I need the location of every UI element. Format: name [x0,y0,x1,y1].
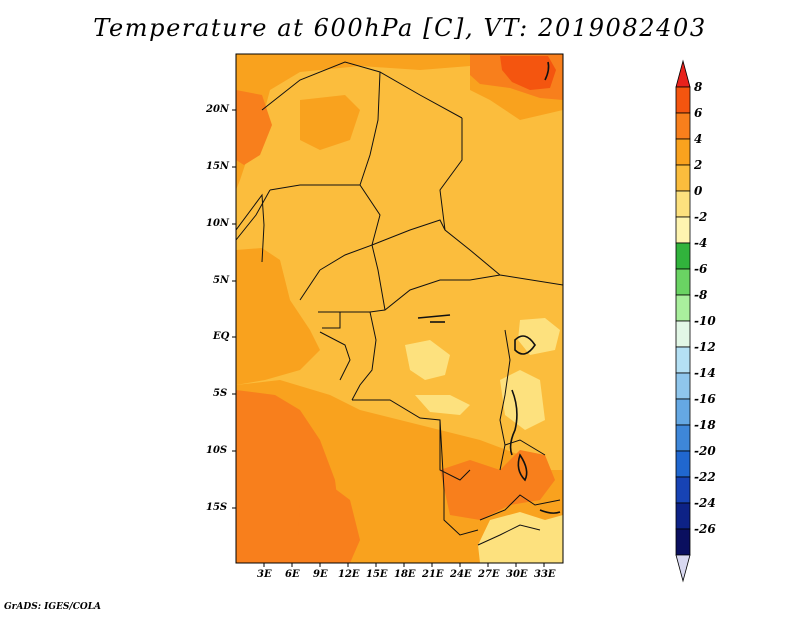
x-axis-ticks [263,563,545,567]
map-plot-area [236,54,563,563]
chart-title: Temperature at 600hPa [C], VT: 201908240… [93,14,707,42]
colorbar-segment [675,346,691,374]
x-tick-label: 9E [313,569,328,580]
fill-2-to-4-north-band [300,95,360,150]
colorbar-segment [675,320,691,348]
x-tick-label: 24E [450,569,472,580]
colorbar [675,59,691,583]
x-tick-label: 18E [394,569,416,580]
colorbar-label: -26 [694,522,716,536]
x-tick-label: 3E [257,569,272,580]
fill-6-to-8-northeast [500,56,556,90]
colorbar-label: 2 [694,158,703,172]
colorbar-label: -8 [694,288,708,302]
colorbar-label: 4 [694,132,703,146]
colorbar-segment [675,268,691,296]
colorbar-bottom-arrow [675,554,691,583]
fill-2-to-4-west [236,248,320,385]
y-tick-label: 5N [213,275,230,286]
colorbar-label: -22 [694,470,716,484]
y-tick-label: 5S [213,388,228,399]
y-tick-label: 10N [206,218,230,229]
colorbar-segment [675,294,691,322]
fill-minus2-to-0-lakes [518,318,560,355]
colorbar-segment [675,216,691,244]
colorbar-segment [675,86,691,114]
colorbar-label: 8 [694,80,703,94]
colorbar-segment [675,476,691,504]
fill-minus2-to-0-south [415,395,470,415]
y-tick-label: 10S [206,445,228,456]
y-tick-label: EQ [213,331,230,342]
colorbar-segment [675,450,691,478]
colorbar-label: 0 [694,184,703,198]
colorbar-top-arrow [675,59,691,88]
colorbar-label: -4 [694,236,708,250]
colorbar-label: -14 [694,366,716,380]
x-tick-label: 6E [285,569,300,580]
x-tick-label: 12E [338,569,360,580]
fill-minus2-to-0-southeast [478,512,563,563]
fill-4-to-6-angola [298,485,360,563]
colorbar-segment [675,242,691,270]
y-tick-label: 15S [206,502,228,513]
y-axis-ticks [232,109,236,509]
colorbar-label: 6 [694,106,703,120]
colorbar-segment [675,398,691,426]
colorbar-segment [675,138,691,166]
colorbar-label: -10 [694,314,716,328]
x-tick-label: 27E [478,569,500,580]
x-tick-label: 30E [506,569,528,580]
colorbar-label: -20 [694,444,716,458]
y-tick-label: 15N [206,161,230,172]
colorbar-label: -2 [694,210,708,224]
colorbar-label: -6 [694,262,708,276]
fill-minus2-to-0-east [500,370,545,430]
colorbar-segment [675,424,691,452]
fill-2-to-4-northwest [236,54,470,190]
colorbar-segment [675,528,691,556]
colorbar-label: -16 [694,392,716,406]
colorbar-label: -12 [694,340,716,354]
colorbar-label: -18 [694,418,716,432]
colorbar-label: -24 [694,496,716,510]
grads-credit: GrADS: IGES/COLA [4,602,102,612]
colorbar-segment [675,164,691,192]
country-borders [236,61,563,546]
colorbar-segment [675,372,691,400]
lake-outlines [417,61,561,514]
colorbar-segment [675,502,691,530]
plot-frame [235,53,564,564]
x-tick-label: 15E [366,569,388,580]
y-tick-label: 20N [206,104,230,115]
x-tick-label: 33E [534,569,556,580]
x-tick-label: 21E [422,569,444,580]
colorbar-segment [675,190,691,218]
colorbar-segment [675,112,691,140]
fill-minus2-to-0-congo [405,340,450,380]
